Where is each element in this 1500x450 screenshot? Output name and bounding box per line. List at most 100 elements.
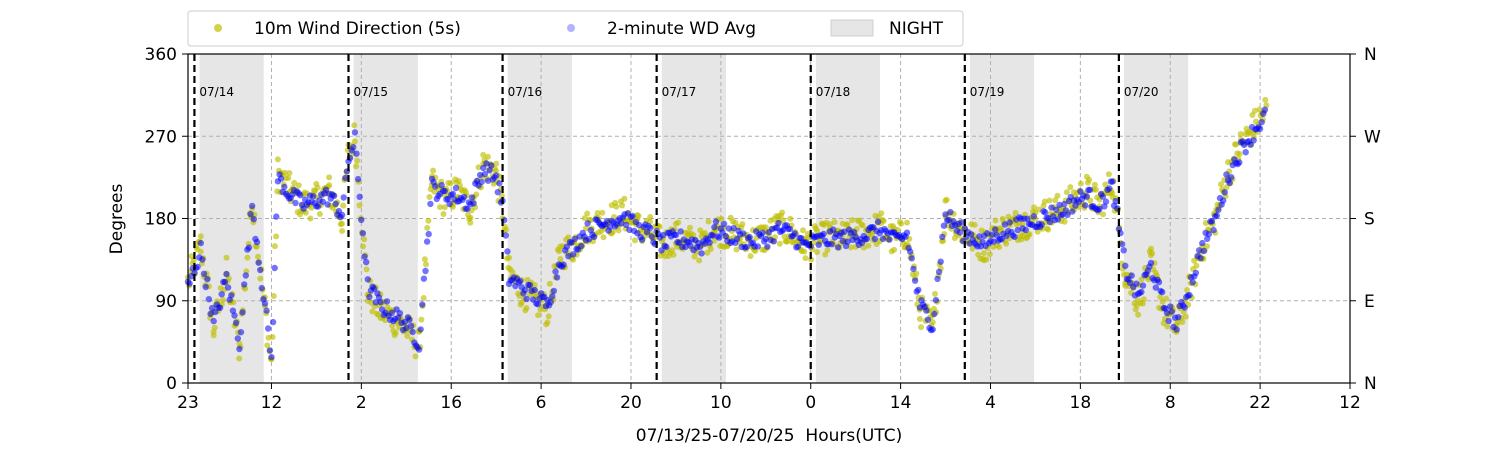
wd-avg-point: [292, 199, 299, 207]
wd-avg-point: [716, 234, 723, 241]
wd-avg-point: [460, 193, 468, 201]
wd-avg-point: [1056, 201, 1063, 209]
wd-avg-point: [1006, 219, 1013, 226]
wd-avg-point: [1247, 141, 1254, 148]
wd-avg-point: [1147, 259, 1155, 267]
wd-avg-point: [281, 183, 288, 191]
series-1: [184, 106, 1269, 361]
wd-avg-point: [218, 291, 225, 298]
wind-direction-point: [281, 169, 288, 176]
wind-direction-point: [361, 236, 368, 243]
wd-avg-point: [330, 192, 338, 199]
wd-avg-point: [711, 224, 718, 231]
x-tick-label-1: 12: [261, 393, 283, 413]
wd-avg-point: [552, 268, 559, 275]
wind-direction-point: [412, 353, 419, 360]
wind-direction-point: [1204, 243, 1210, 250]
wind-direction-point: [801, 248, 808, 255]
wind-direction-point: [271, 243, 278, 250]
wind-direction-point: [891, 246, 898, 253]
wind-direction-point: [506, 254, 512, 261]
wd-avg-point: [478, 178, 485, 186]
wd-avg-point: [886, 236, 893, 243]
legend-night-label: NIGHT: [889, 19, 944, 39]
wind-direction-point: [467, 214, 474, 221]
wd-avg-point: [504, 248, 511, 255]
wind-direction-point: [647, 214, 654, 220]
wind-direction-point: [615, 227, 622, 234]
wd-avg-point: [403, 324, 410, 332]
wd-avg-point: [1053, 206, 1060, 213]
wind-direction-point: [898, 220, 905, 227]
wind-direction-point: [223, 254, 230, 261]
wd-avg-point: [712, 218, 720, 225]
wind-direction-point: [295, 182, 302, 189]
wd-avg-point: [1038, 221, 1046, 228]
wind-direction-point: [253, 243, 260, 250]
wd-avg-point: [746, 233, 753, 241]
wd-avg-point: [396, 310, 404, 317]
wind-direction-point: [1054, 192, 1061, 199]
wd-avg-point: [359, 230, 367, 237]
wind-direction-point: [545, 313, 552, 320]
wd-avg-point: [725, 225, 733, 232]
wd-avg-point: [828, 241, 835, 248]
wd-avg-point: [363, 258, 370, 266]
wd-avg-point: [356, 193, 363, 200]
wind-direction-point: [291, 179, 298, 186]
wd-avg-point: [850, 229, 858, 236]
wd-avg-point: [629, 212, 636, 220]
wind-direction-point: [918, 324, 924, 331]
x-tick-label-7: 0: [805, 393, 816, 413]
wd-avg-point: [417, 326, 424, 333]
wind-direction-point: [219, 296, 226, 303]
wd-avg-point: [265, 325, 272, 332]
wd-avg-point: [1046, 218, 1054, 226]
wind-direction-point: [326, 182, 333, 189]
wd-avg-point: [1250, 137, 1257, 144]
wd-avg-point: [968, 231, 975, 238]
wind-direction-point: [565, 234, 572, 241]
y-tick-label-right-2: S: [1364, 210, 1375, 230]
wind-direction-point: [392, 329, 399, 336]
wind-direction-point: [338, 220, 345, 227]
wd-avg-point: [237, 329, 245, 336]
wd-avg-point: [1258, 119, 1265, 126]
wd-avg-point: [1086, 186, 1094, 193]
wd-avg-point: [269, 318, 277, 326]
wd-avg-point: [677, 228, 684, 235]
wd-avg-point: [476, 171, 484, 179]
wd-avg-point: [956, 229, 964, 236]
wind-direction-point: [581, 215, 588, 222]
wd-avg-point: [929, 326, 936, 333]
wd-avg-point: [764, 243, 771, 250]
wind-direction-point: [943, 196, 950, 203]
wind-direction-point: [904, 219, 910, 226]
wd-avg-point: [775, 219, 782, 227]
wd-avg-point: [221, 278, 229, 286]
wind-direction-point: [1164, 323, 1171, 330]
wd-avg-point: [1096, 205, 1103, 213]
wd-avg-point: [1022, 226, 1029, 234]
y-tick-label-right-1: E: [1364, 292, 1375, 312]
x-tick-label-5: 20: [620, 393, 642, 413]
wd-avg-point: [1011, 233, 1018, 240]
wind-direction-point: [996, 244, 1003, 250]
wd-avg-point: [740, 230, 747, 237]
wd-avg-point: [570, 251, 577, 258]
wd-avg-point: [839, 237, 846, 245]
y-tick-label-left-1: 90: [155, 292, 177, 312]
wd-avg-point: [427, 200, 434, 208]
wd-avg-point: [1163, 309, 1171, 317]
wd-avg-point: [1030, 213, 1038, 220]
wind-direction-point: [733, 246, 740, 253]
wd-avg-point: [204, 276, 211, 283]
wind-direction-point: [1091, 181, 1098, 188]
wd-avg-point: [976, 233, 983, 240]
wd-avg-point: [924, 316, 932, 323]
wd-avg-point: [682, 243, 689, 251]
wind-direction-point: [599, 209, 606, 216]
wd-avg-point: [261, 300, 269, 307]
wind-direction-point: [1184, 287, 1191, 293]
wd-avg-point: [1195, 247, 1203, 254]
